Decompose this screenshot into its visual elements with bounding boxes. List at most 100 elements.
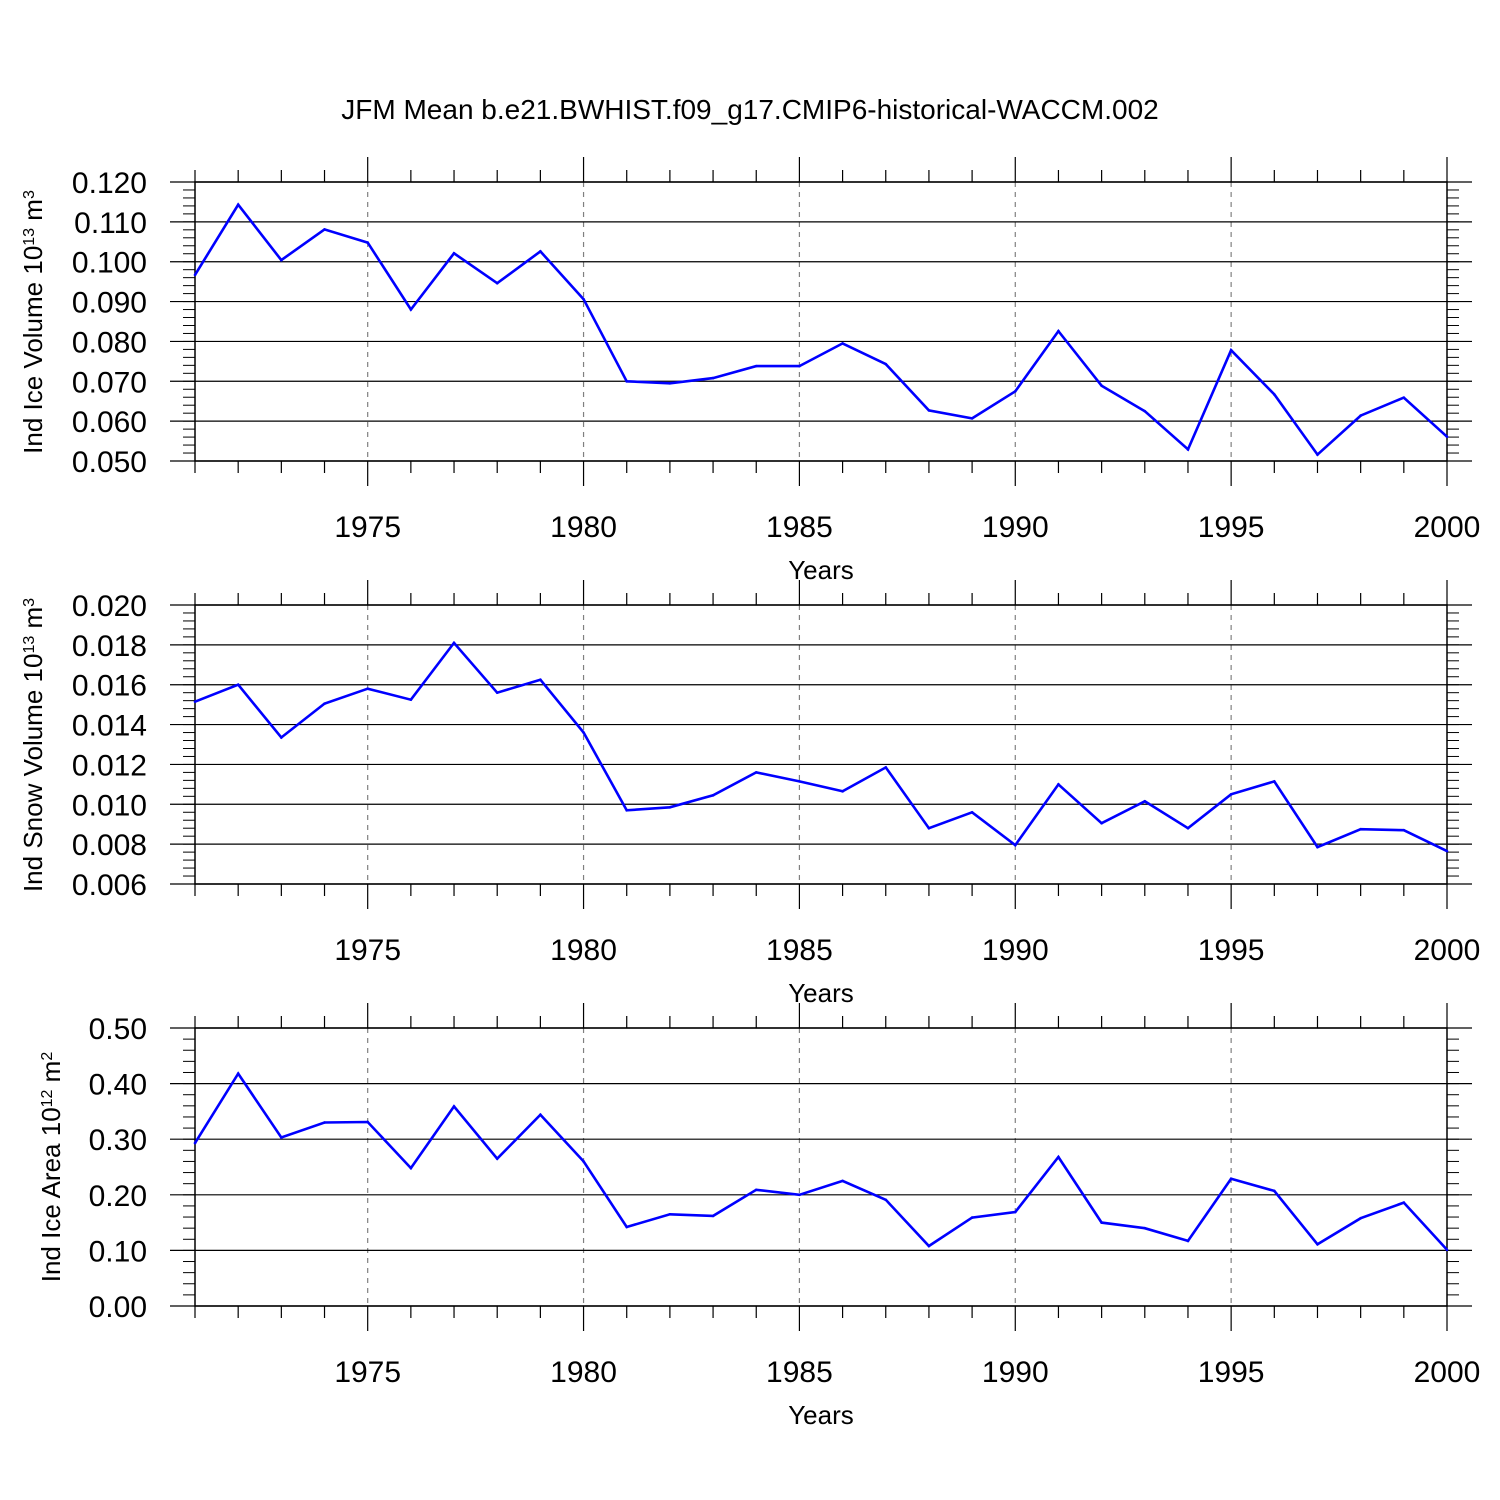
y-tick-label: 0.00 [89,1291,147,1324]
data-point [1316,845,1319,849]
x-tick-label: 1975 [334,511,401,544]
x-tick-label: 2000 [1414,934,1481,967]
x-tick-label: 1975 [334,1356,401,1389]
data-point [236,683,240,687]
y-axis-label-text: m [36,1061,66,1090]
x-tick-label: 1985 [766,511,833,544]
data-point [1143,409,1147,413]
data-point [193,273,197,277]
data-point [625,379,629,383]
data-point [711,1214,715,1218]
x-axis-label: Years [788,1400,854,1430]
x-tick-label: 2000 [1414,1356,1481,1389]
data-point [1359,414,1362,417]
data-point [841,1179,844,1183]
data-point [754,364,758,368]
y-axis-label: Ind Ice Area 1012 m2 [36,1052,66,1283]
data-point [1273,1189,1276,1193]
y-tick-label: 0.10 [89,1235,147,1268]
data-point [884,1198,888,1202]
x-tick-label: 1990 [982,1356,1049,1389]
data-point [1013,1210,1017,1214]
y-axis-label-superscript: 12 [39,1089,56,1107]
data-point [625,1225,629,1229]
y-axis-label: Ind Ice Volume 1013 m3 [18,190,48,454]
data-point [927,826,931,830]
x-tick-label: 1995 [1198,1356,1265,1389]
data-point [1057,1155,1060,1159]
x-tick-label: 1985 [766,934,833,967]
data-point [1229,1177,1233,1180]
data-point [1057,329,1060,333]
data-point [280,258,283,262]
x-tick-label: 1990 [982,511,1049,544]
y-tick-label: 0.006 [72,869,147,902]
y-axis-label-text: m [18,607,48,636]
data-point [1402,396,1406,399]
y-tick-label: 0.110 [74,207,147,240]
data-point [754,771,758,774]
y-tick-label: 0.060 [72,406,147,439]
data-point [668,805,672,809]
data-point [452,641,456,645]
y-tick-label: 0.40 [89,1069,147,1102]
data-point [798,1193,801,1197]
x-tick-label: 1980 [550,934,617,967]
data-point [495,1157,499,1160]
data-point [1057,783,1060,786]
data-point [1186,448,1190,451]
y-tick-label: 0.010 [72,789,147,822]
data-point [1359,1216,1362,1220]
y-tick-label: 0.090 [72,287,147,320]
data-point [841,790,844,793]
plot-frame [194,604,1448,885]
data-point [452,1105,456,1108]
y-tick-label: 0.014 [72,710,147,743]
data-point [409,698,413,701]
data-point [668,1212,672,1216]
data-point [884,362,888,366]
data-point [1100,1221,1103,1224]
data-point [1273,780,1276,783]
data-point [884,766,888,769]
series-line [193,1071,1448,1251]
figure-title: JFM Mean b.e21.BWHIST.f09_g17.CMIP6-hist… [341,94,1158,125]
y-axis-label: Ind Snow Volume 1013 m3 [18,598,48,892]
panel-ice-volume: 0.050 0.060 0.070 0.080 0.090 0.100 0.110 0.120… [18,157,1480,585]
data-point [236,203,240,207]
y-axis-label-superscript: 3 [21,190,38,199]
y-axis-label-text: Ind Ice Volume 10 [18,246,48,454]
panel-ice-area: 0.00 0.10 0.20 0.30 0.40 0.50 1975 1980 1985 1990… [36,1003,1480,1430]
x-tick-label: 1990 [982,934,1049,967]
plot-frame [194,181,1448,462]
y-tick-label: 0.020 [72,590,147,623]
data-point [280,1136,283,1139]
series-line [193,202,1448,457]
data-point [193,1141,197,1145]
data-point [1100,384,1103,387]
data-point [1316,453,1319,456]
panel-snow-volume: 0.006 0.008 0.010 0.012 0.014 0.016 0.018 0.020… [18,580,1480,1008]
x-tick-label: 1980 [550,511,617,544]
data-point [970,1216,974,1219]
x-tick-label: 1995 [1198,511,1265,544]
data-point [366,687,369,690]
data-point [668,381,672,385]
data-point [625,808,629,812]
data-point [1445,849,1449,853]
y-axis-label-superscript: 2 [39,1052,56,1061]
data-point [1013,843,1017,847]
data-point [970,810,974,814]
data-point [323,702,326,705]
data-point [1186,1239,1190,1243]
y-axis-label-text: m [18,199,48,228]
y-axis-label-text: Ind Snow Volume 10 [18,654,48,893]
x-tick-label: 1995 [1198,934,1265,967]
data-point [841,342,844,345]
data-point [711,794,715,797]
x-tick-label: 1980 [550,1356,617,1389]
data-point [711,376,715,380]
data-point [452,252,456,255]
y-axis-label-text: Ind Ice Area 10 [36,1107,66,1282]
